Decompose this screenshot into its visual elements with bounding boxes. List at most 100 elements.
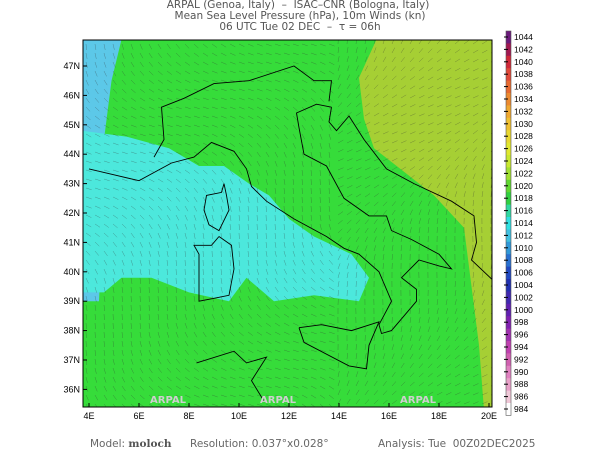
wind-barb [301,214,303,222]
wind-barb [265,142,270,148]
wind-barb [139,88,145,93]
wind-barb [382,245,385,252]
wind-barb [445,345,451,351]
wind-barb [292,385,299,389]
wind-barb [463,156,468,162]
wind-barb [130,277,133,284]
wind-barb [202,241,204,249]
wind-barb [130,160,137,163]
wind-barb [418,353,423,360]
wind-barb [157,79,164,84]
wind-barb [337,254,341,261]
wind-barb [463,68,470,72]
wind-barb [166,151,173,155]
wind-barb [373,193,379,198]
wind-barb [130,178,137,182]
wind-barb [157,187,164,192]
wind-barb [256,151,261,158]
wind-barb [94,367,97,374]
wind-barb [265,394,272,398]
wind-barb [238,88,245,91]
wind-barb [229,268,232,275]
wind-barb [184,88,191,92]
wind-barb [337,130,344,135]
wind-barb [220,106,227,110]
wind-barb [427,48,433,54]
wind-barb [301,52,308,56]
wind-barb [310,88,316,93]
wind-barb [373,122,380,126]
wind-barb [472,364,479,369]
wind-barb [85,205,92,209]
wind-barb [103,376,107,383]
wind-barb [445,139,452,144]
wind-barb [139,367,144,374]
wind-barb [274,403,281,407]
wind-barb [337,220,343,225]
wind-barb [121,376,125,383]
wind-barb [103,52,106,59]
wind-barb [175,151,182,155]
wind-barb [310,79,317,84]
wind-barb [319,322,326,326]
wind-barb [373,56,377,63]
wind-barb [436,131,443,135]
wind-barb [157,115,164,119]
wind-barb [121,52,125,59]
wind-barb [292,133,297,140]
wind-barb [211,124,218,128]
wind-barb [382,103,389,108]
wind-barb [211,196,215,203]
wind-barb [445,58,452,63]
wind-barb [346,47,349,54]
wind-barb [85,295,88,302]
wind-barb [238,286,242,293]
wind-barb [418,57,424,63]
wind-barb [337,263,341,270]
wind-barb [301,232,304,239]
wind-barb [112,106,118,111]
wind-barb [463,401,470,405]
wind-barb [445,326,449,333]
wind-barb [202,214,205,221]
wind-barb [112,88,118,94]
wind-barb [283,241,286,248]
wind-barb [265,313,271,319]
wind-barb [445,308,448,315]
wind-barb [265,43,272,47]
wind-barb [481,191,484,198]
wind-barb [247,376,254,380]
wind-barb [418,76,425,81]
wind-barb [193,331,198,338]
wind-barb [463,327,468,333]
wind-barb [211,241,213,249]
colorbar-swatch [506,378,511,392]
wind-barb [418,131,425,135]
wind-barb [85,133,92,138]
wind-barb [409,183,415,189]
wind-barb [481,164,485,171]
wind-barb [175,88,182,92]
wind-barb [193,286,195,294]
wind-barb [112,187,119,191]
wind-barb [337,167,344,171]
wind-barb [148,124,155,128]
wind-barb [85,187,92,190]
colorbar-label: 1012 [514,230,533,240]
wind-barb [481,199,483,207]
wind-barb [175,403,182,407]
wind-barb [220,79,227,83]
wind-barb [337,211,344,216]
wind-barb [94,358,97,365]
wind-barb [454,182,458,189]
wind-barb [103,88,108,94]
wind-barb [130,223,136,229]
wind-barb [427,298,429,306]
colorbar-swatch [506,192,511,206]
wind-barb [139,133,146,137]
wind-barb [166,223,170,230]
wind-barb [274,124,280,130]
wind-barb [382,131,389,135]
wind-barb [94,385,98,392]
wind-barb [328,286,335,291]
